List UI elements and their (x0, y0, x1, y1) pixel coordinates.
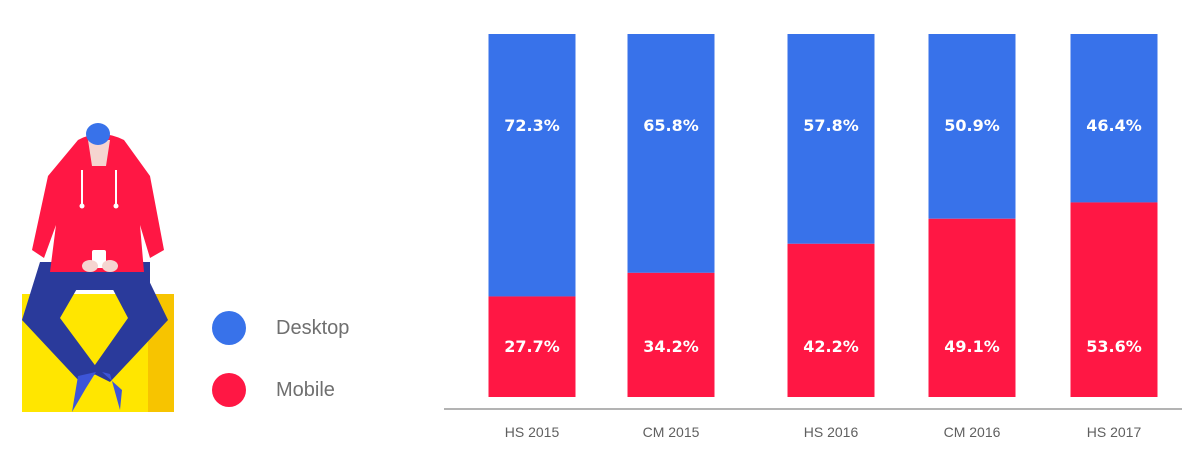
bar-desktop-4 (1070, 34, 1158, 203)
legend-desktop-swatch-icon (212, 311, 246, 345)
legend-mobile-swatch-icon (212, 373, 246, 407)
legend-mobile-label: Mobile (276, 378, 335, 401)
data-label-desktop-4: 46.4% (1086, 116, 1142, 135)
hoodie (32, 134, 164, 272)
right-leg (90, 262, 168, 382)
bar-mobile-1 (627, 272, 715, 397)
bar-desktop-3 (928, 34, 1016, 219)
bar-desktop-2 (787, 34, 875, 244)
x-tick-label-0: HS 2015 (505, 424, 560, 440)
data-label-mobile-0: 27.7% (504, 337, 560, 356)
data-label-mobile-2: 42.2% (803, 337, 859, 356)
face (88, 140, 110, 166)
data-label-desktop-1: 65.8% (643, 116, 699, 135)
bar-desktop-0 (488, 34, 576, 297)
cap (86, 123, 110, 145)
data-label-mobile-4: 53.6% (1086, 337, 1142, 356)
left-leg (22, 262, 100, 382)
bar-mobile-4 (1070, 202, 1158, 397)
person-sitting-illustration (22, 123, 174, 412)
bar-mobile-3 (928, 218, 1016, 397)
hood-string-tip-right (113, 203, 119, 209)
right-hand (102, 260, 118, 272)
hood-string-tip-left (79, 203, 85, 209)
x-tick-label-1: CM 2015 (643, 424, 700, 440)
data-label-desktop-2: 57.8% (803, 116, 859, 135)
bar-mobile-0 (488, 296, 576, 397)
right-shoe (102, 372, 122, 410)
data-label-desktop-3: 50.9% (944, 116, 1000, 135)
x-tick-label-3: CM 2016 (944, 424, 1001, 440)
data-label-desktop-0: 72.3% (504, 116, 560, 135)
data-label-mobile-1: 34.2% (643, 337, 699, 356)
bar-desktop-1 (627, 34, 715, 273)
left-shoe (72, 372, 96, 412)
legend-desktop-label: Desktop (276, 316, 350, 339)
bar-mobile-2 (787, 243, 875, 397)
x-tick-label-2: HS 2016 (804, 424, 859, 440)
x-tick-label-4: HS 2017 (1087, 424, 1142, 440)
data-label-mobile-3: 49.1% (944, 337, 1000, 356)
legend-item-mobile: Mobile (212, 373, 335, 407)
legend-item-desktop: Desktop (212, 311, 349, 345)
left-hand (82, 260, 98, 272)
